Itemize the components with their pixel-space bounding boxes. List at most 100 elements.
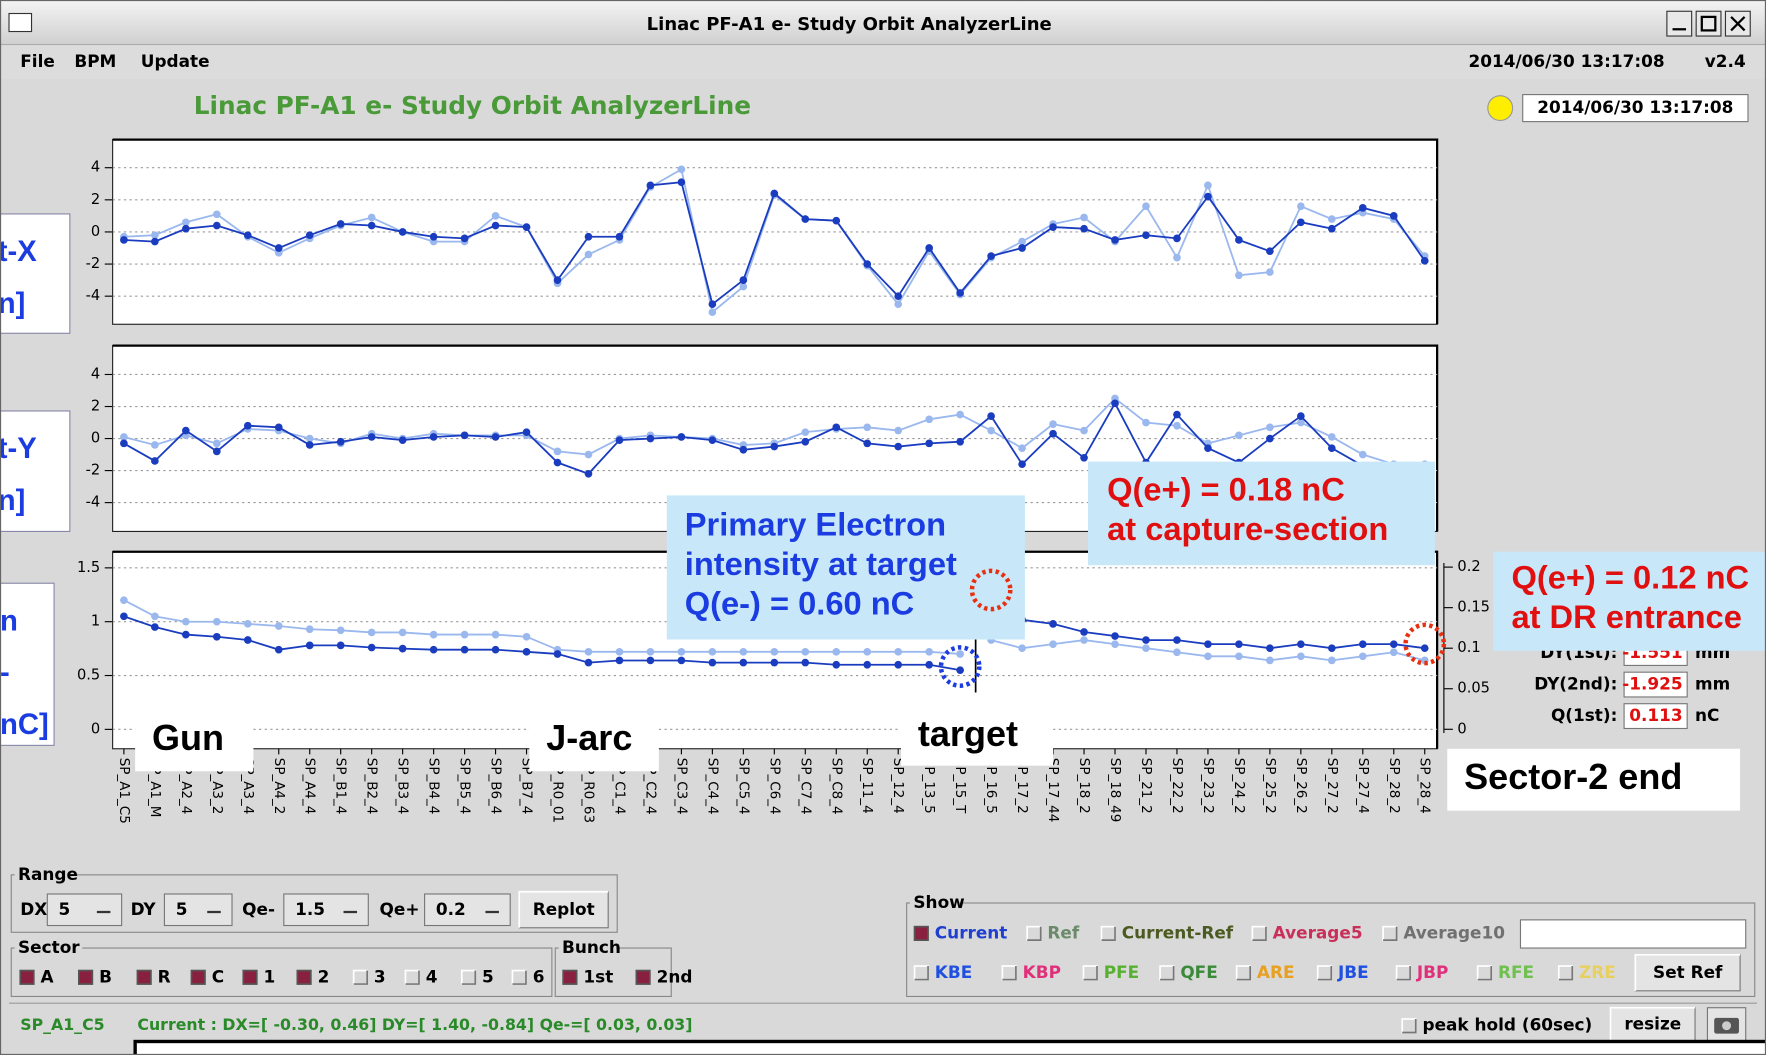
data-point (367, 643, 376, 652)
checkbox[interactable] (1026, 925, 1042, 941)
checkbox[interactable] (19, 969, 35, 985)
checkbox[interactable] (1235, 965, 1252, 981)
text-input[interactable] (1519, 919, 1747, 949)
status-lamp (1487, 95, 1514, 122)
y2-tick-label: 0 (1457, 720, 1466, 737)
checkbox-label[interactable]: 1st (583, 966, 613, 986)
checkbox[interactable] (136, 969, 152, 985)
data-point (863, 660, 872, 669)
replot-button[interactable] (518, 891, 609, 929)
checkbox[interactable] (1001, 965, 1017, 981)
checkbox-label[interactable]: 2nd (657, 966, 693, 986)
checkbox[interactable] (562, 969, 578, 985)
checkbox[interactable] (1316, 965, 1333, 981)
data-point (553, 447, 562, 456)
checkbox[interactable] (1557, 965, 1574, 981)
checkbox-label[interactable]: ARE (1257, 962, 1295, 982)
checkbox-label[interactable]: 3 (374, 966, 386, 986)
dropdown-value[interactable]: 1.5 (295, 899, 325, 919)
menu-item[interactable]: Update (141, 51, 210, 71)
checkbox-label[interactable]: JBP (1416, 962, 1449, 982)
y-tick-label: -4 (86, 287, 101, 304)
window-icon[interactable] (8, 12, 33, 33)
checkbox-label[interactable]: A (41, 966, 54, 986)
checkbox[interactable] (1100, 925, 1116, 941)
group-title-bg (14, 937, 83, 959)
checkbox-label[interactable]: 4 (426, 966, 438, 986)
checkbox[interactable] (296, 969, 312, 985)
checkbox-label[interactable]: 6 (533, 966, 545, 986)
dropdown[interactable] (283, 893, 369, 927)
maximize-button[interactable] (1695, 10, 1722, 37)
annotation-text: at capture-section (1107, 510, 1388, 547)
data-point (1080, 636, 1088, 644)
data-point (182, 224, 190, 233)
dropdown[interactable] (163, 893, 233, 927)
checkbox-label[interactable]: Ref (1047, 922, 1079, 942)
resize-button-label[interactable]: resize (1624, 1014, 1681, 1034)
status-bpm: SP_A1_C5 (20, 1015, 104, 1034)
checkbox-label[interactable]: KBP (1023, 962, 1061, 982)
checkbox[interactable] (913, 925, 929, 941)
field-label: DY (131, 899, 157, 919)
data-point (1142, 644, 1150, 653)
checkbox[interactable] (77, 969, 94, 985)
checkbox-label[interactable]: RFE (1498, 962, 1534, 982)
checkbox[interactable] (511, 969, 527, 985)
checkbox[interactable] (1476, 965, 1493, 981)
checkbox[interactable] (1082, 965, 1098, 981)
checkbox-label[interactable]: KBE (935, 962, 972, 982)
checkbox[interactable] (352, 969, 369, 985)
checkbox-label[interactable]: PFE (1104, 962, 1139, 982)
data-point (305, 641, 314, 650)
checkbox[interactable] (242, 969, 258, 985)
window-buttons (1666, 10, 1751, 37)
data-point (677, 656, 686, 665)
region-label-box (901, 707, 1054, 766)
checkbox-label[interactable]: ZRE (1579, 962, 1616, 982)
checkbox-label[interactable]: Current-Ref (1122, 922, 1234, 942)
checkbox-label[interactable]: Average5 (1273, 922, 1363, 942)
checkbox-label[interactable]: 2 (318, 966, 330, 986)
checkbox[interactable] (913, 965, 929, 981)
replot-button-label[interactable]: Replot (533, 899, 595, 919)
checkbox-label[interactable]: peak hold (60sec) (1422, 1015, 1592, 1035)
dropdown-value[interactable]: 5 (176, 899, 188, 919)
data-point (1358, 204, 1367, 212)
camera-button[interactable] (1706, 1007, 1747, 1043)
checkbox[interactable] (1401, 1018, 1417, 1034)
checkbox[interactable] (635, 969, 651, 985)
checkbox-label[interactable]: B (99, 966, 112, 986)
data-point (1080, 426, 1088, 435)
checkbox-label[interactable]: JBE (1337, 962, 1369, 982)
checkbox[interactable] (1159, 965, 1175, 981)
minimize-button[interactable] (1666, 10, 1693, 37)
data-point (1389, 648, 1398, 657)
dropdown[interactable] (46, 893, 123, 927)
data-point (894, 442, 903, 451)
checkbox-label[interactable]: R (158, 966, 171, 986)
checkbox[interactable] (1395, 965, 1411, 981)
menu-item[interactable]: BPM (74, 51, 116, 71)
field-label: Qe- (242, 899, 275, 919)
checkbox-label[interactable]: C (212, 966, 224, 986)
checkbox-label[interactable]: 5 (482, 966, 494, 986)
data-point (708, 658, 717, 667)
dropdown-value[interactable]: 0.2 (436, 899, 466, 919)
checkbox[interactable] (1251, 925, 1267, 941)
menu-item[interactable]: File (20, 51, 55, 71)
data-point (956, 289, 964, 297)
set-ref-button-label[interactable]: Set Ref (1653, 962, 1723, 982)
checkbox[interactable] (460, 969, 477, 985)
checkbox-label[interactable]: QFE (1180, 962, 1217, 982)
checkbox-label[interactable]: 1 (264, 966, 276, 986)
side-label-text: nC] (0, 709, 49, 741)
checkbox[interactable] (1382, 925, 1398, 941)
checkbox[interactable] (190, 969, 206, 985)
checkbox[interactable] (404, 969, 420, 985)
dropdown-value[interactable]: 5 (59, 899, 71, 919)
checkbox-label[interactable]: Current (935, 922, 1008, 942)
checkbox-label[interactable]: Average10 (1403, 922, 1505, 942)
dropdown[interactable] (424, 893, 511, 927)
